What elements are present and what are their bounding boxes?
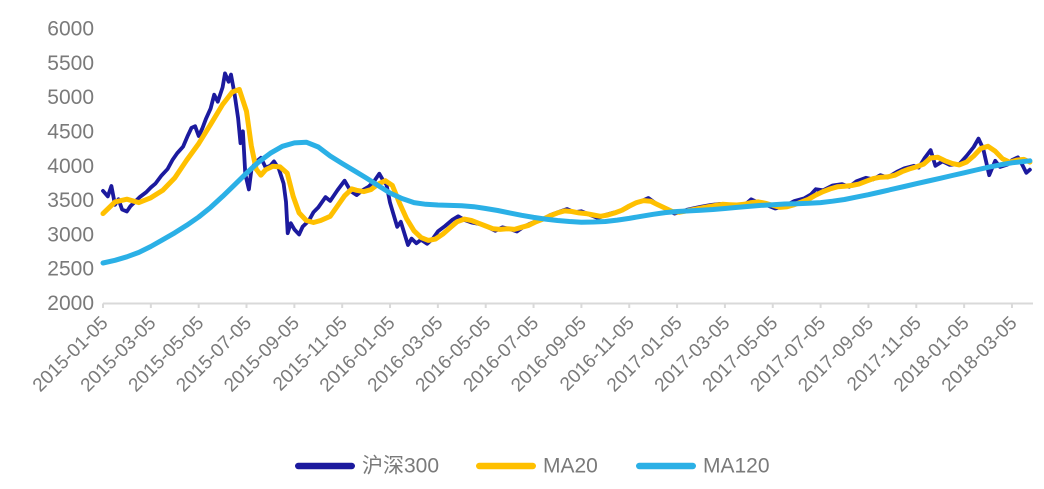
legend-swatch-ma20 <box>476 462 536 470</box>
series-layer <box>100 71 1033 266</box>
axis-layer: 6000550050004500400035003000250020002015… <box>29 18 1033 396</box>
legend-swatch-ma120 <box>636 462 696 470</box>
legend: 沪深300 MA20 MA120 <box>295 455 770 478</box>
legend-item-ma120: MA120 <box>636 455 770 478</box>
legend-label-ma20: MA20 <box>543 455 598 478</box>
legend-label-ma120: MA120 <box>703 455 770 478</box>
legend-swatch-hs300 <box>295 462 355 470</box>
series-line-ma120 <box>100 139 1033 266</box>
legend-item-ma20: MA20 <box>476 455 598 478</box>
y-axis-label: 5500 <box>47 52 94 75</box>
y-axis-label: 2500 <box>47 258 94 281</box>
y-axis-label: 2000 <box>47 292 94 315</box>
legend-item-hs300: 沪深300 <box>295 455 439 478</box>
y-axis-label: 3000 <box>47 223 94 246</box>
y-axis-label: 4000 <box>47 155 94 178</box>
y-axis-label: 6000 <box>47 18 94 41</box>
series-line-ma20 <box>100 86 1033 243</box>
y-axis-label: 4500 <box>47 120 94 143</box>
y-axis-label: 3500 <box>47 189 94 212</box>
y-axis-label: 5000 <box>47 86 94 109</box>
legend-label-hs300: 沪深300 <box>362 455 439 478</box>
